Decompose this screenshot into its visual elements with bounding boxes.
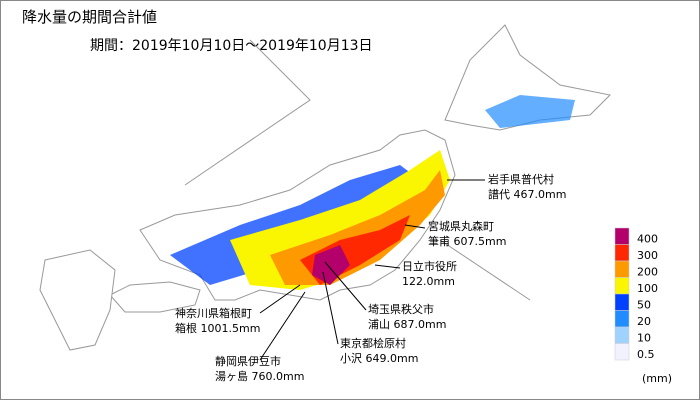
- station-reading: 筆甫 607.5mm: [428, 234, 506, 248]
- legend-swatch: [614, 227, 630, 245]
- station-name: 神奈川県箱根町: [175, 306, 252, 320]
- station-name: 静岡県伊豆市: [215, 354, 281, 368]
- legend-label: 10: [637, 332, 651, 345]
- leader-line: [259, 291, 306, 361]
- legend: (mm) 400 300 200 100 50 20 10 0.5: [614, 227, 672, 385]
- legend-label: 300: [637, 249, 658, 262]
- legend-swatch: [614, 326, 630, 344]
- station-reading: 小沢 649.0mm: [340, 351, 418, 365]
- legend-swatch: [614, 260, 630, 278]
- legend-label: 100: [637, 282, 658, 295]
- period: 期間：2019年10月10日～2019年10月13日: [90, 38, 373, 54]
- inset-border: [184, 39, 311, 186]
- precipitation-pattern: [170, 95, 575, 290]
- legend-swatch: [614, 244, 630, 262]
- inset-border: [439, 239, 531, 301]
- legend-unit: (mm): [642, 372, 672, 385]
- leader-line: [324, 261, 367, 311]
- title: 降水量の期間合計値: [22, 8, 157, 26]
- legend-label: 0.5: [637, 348, 655, 361]
- station-reading: 湯ヶ島 760.0mm: [215, 369, 304, 383]
- legend-swatch: [614, 310, 630, 328]
- legend-label: 200: [637, 266, 658, 279]
- station-name: 埼玉県秩父市: [368, 302, 434, 316]
- legend-label: 400: [637, 233, 658, 246]
- station-name: 宮城県丸森町: [428, 219, 494, 233]
- leader-line: [259, 284, 301, 314]
- leader-line: [404, 224, 426, 229]
- legend-swatch: [614, 277, 630, 295]
- leader-line: [374, 264, 401, 269]
- station-reading: 122.0mm: [402, 275, 455, 288]
- legend-label: 20: [637, 315, 651, 328]
- station-reading: 浦山 687.0mm: [368, 318, 446, 331]
- station-name: 日立市役所: [402, 259, 457, 273]
- leader-line: [322, 271, 339, 345]
- legend-swatch: [614, 343, 630, 361]
- station-name: 東京都桧原村: [340, 336, 406, 350]
- station-reading: 箱根 1001.5mm: [175, 321, 260, 335]
- station-name: 岩手県普代村: [488, 172, 554, 186]
- station-reading: 譜代 467.0mm: [488, 187, 566, 201]
- legend-label: 50: [637, 299, 651, 312]
- legend-swatch: [614, 293, 630, 311]
